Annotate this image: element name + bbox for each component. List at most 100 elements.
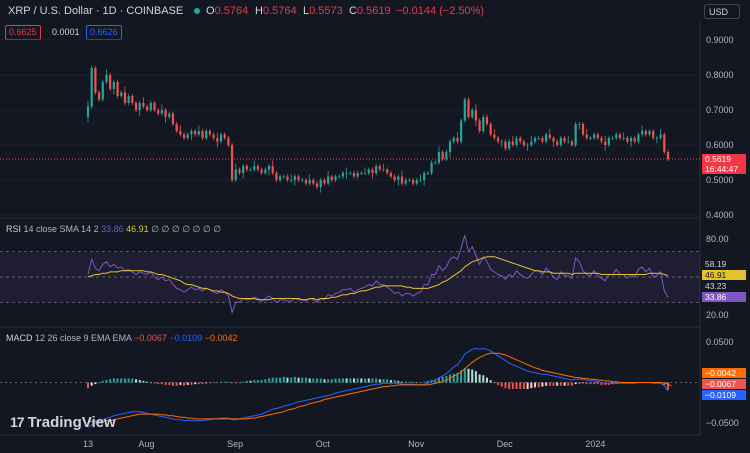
macd-histogram-bar	[559, 382, 562, 386]
candle-body	[633, 138, 636, 142]
rsi-tick-label: 20.00	[706, 310, 729, 320]
macd-histogram-bar	[242, 381, 245, 383]
macd-histogram-bar	[238, 382, 241, 384]
candle-body	[279, 176, 282, 180]
macd-line	[87, 347, 669, 428]
macd-histogram-bar	[493, 382, 496, 384]
macd-histogram-bar	[86, 382, 90, 389]
rsi-sma-tag: 46.91	[702, 270, 746, 280]
candle-body	[349, 173, 352, 174]
macd-histogram-bar	[264, 379, 267, 383]
candle-body	[578, 124, 581, 125]
rsi-sma-line	[87, 256, 669, 301]
candle-body	[327, 176, 330, 184]
macd-histogram-bar	[426, 380, 429, 383]
candle-body	[315, 183, 319, 187]
candle-body	[201, 131, 204, 138]
candle-body	[596, 134, 599, 138]
macd-histogram-bar	[194, 382, 197, 385]
ohlc-open: O0.5764	[206, 5, 248, 17]
macd-histogram-bar	[319, 378, 322, 383]
time-tick-label: Aug	[138, 439, 154, 449]
macd-histogram-bar	[567, 382, 570, 386]
macd-histogram-bar	[378, 379, 381, 383]
candle-body	[308, 180, 311, 184]
currency-select[interactable]: USD	[704, 4, 740, 19]
candle-body	[208, 131, 212, 135]
candle-body	[134, 103, 138, 110]
tradingview-logo[interactable]: 17 TradingView	[10, 414, 116, 431]
macd-histogram-bar	[589, 382, 592, 385]
macd-histogram-bar	[171, 382, 174, 386]
candle-body	[404, 180, 407, 184]
candle-body	[230, 145, 234, 180]
candle-body	[216, 138, 219, 142]
macd-histogram-bar	[415, 382, 418, 384]
ohlc-low-key: L	[303, 5, 310, 17]
candle-body	[142, 103, 145, 107]
macd-histogram-bar	[423, 381, 426, 383]
macd-tick-label: −0.0500	[706, 418, 739, 428]
rsi-legend-name: RSI	[6, 224, 22, 234]
macd-legend[interactable]: MACD 12 26 close 9 EMA EMA −0.0067 −0.01…	[6, 333, 238, 343]
macd-histogram-bar	[541, 382, 544, 387]
time-tick-label: Dec	[497, 439, 514, 449]
candle-body	[245, 166, 248, 170]
candle-body	[611, 138, 614, 139]
candle-body	[415, 180, 418, 184]
candle-body	[615, 134, 618, 138]
macd-histogram-bar	[227, 381, 230, 383]
candle-body	[537, 138, 540, 139]
macd-histogram-bar	[364, 378, 367, 383]
candle-body	[153, 103, 156, 110]
candle-body	[589, 138, 592, 139]
macd-histogram-bar	[231, 382, 234, 384]
candle-body	[423, 173, 426, 180]
candle-body	[489, 124, 492, 135]
macd-histogram-bar	[330, 379, 333, 383]
macd-histogram-bar	[552, 382, 555, 386]
macd-histogram-bar	[522, 382, 525, 389]
macd-histogram-bar	[482, 375, 485, 383]
macd-histogram-bar	[515, 382, 518, 389]
macd-histogram-bar	[500, 382, 503, 387]
macd-histogram-bar	[341, 378, 344, 383]
macd-histogram-bar	[460, 370, 463, 383]
candle-body	[345, 173, 348, 174]
candle-body	[567, 141, 570, 143]
candle-body	[448, 141, 452, 152]
candle-body	[544, 134, 548, 142]
macd-legend-hist: −0.0067	[134, 333, 167, 343]
ohlc-high-value: 0.5764	[262, 5, 297, 17]
candle-body	[426, 173, 429, 174]
candle-body	[242, 166, 245, 173]
candle-body	[223, 134, 226, 138]
macd-histogram-bar	[526, 382, 529, 389]
candle-body	[626, 138, 629, 142]
candle-body	[238, 169, 241, 173]
price-tick-label: 0.4000	[706, 210, 734, 220]
macd-histogram-bar	[463, 367, 466, 383]
macd-histogram-bar	[157, 382, 160, 385]
macd-histogram-bar	[434, 379, 437, 383]
macd-histogram-bar	[338, 378, 341, 383]
macd-histogram-bar	[304, 377, 307, 383]
rsi-legend[interactable]: RSI 14 close SMA 14 2 33.86 46.91 ∅ ∅ ∅ …	[6, 224, 221, 235]
macd-histogram-bar	[530, 382, 533, 389]
symbol-title[interactable]: XRP / U.S. Dollar · 1D · COINBASE	[8, 5, 184, 17]
macd-histogram-bar	[471, 369, 474, 383]
macd-histogram-bar	[249, 380, 252, 383]
candle-body	[253, 166, 256, 170]
macd-histogram-bar	[205, 382, 208, 384]
macd-histogram-bar	[120, 378, 123, 383]
macd-histogram-bar	[216, 382, 219, 384]
last-price-tag: 0.5619	[702, 154, 746, 164]
macd-histogram-bar	[666, 382, 670, 390]
price-tick-label: 0.7000	[706, 105, 734, 115]
macd-signal-tag: −0.0042	[702, 368, 746, 378]
macd-histogram-bar	[271, 377, 274, 383]
candle-body	[86, 106, 90, 117]
rsi-band-lower-tag: 43.23	[702, 281, 746, 291]
candle-body	[304, 180, 308, 184]
